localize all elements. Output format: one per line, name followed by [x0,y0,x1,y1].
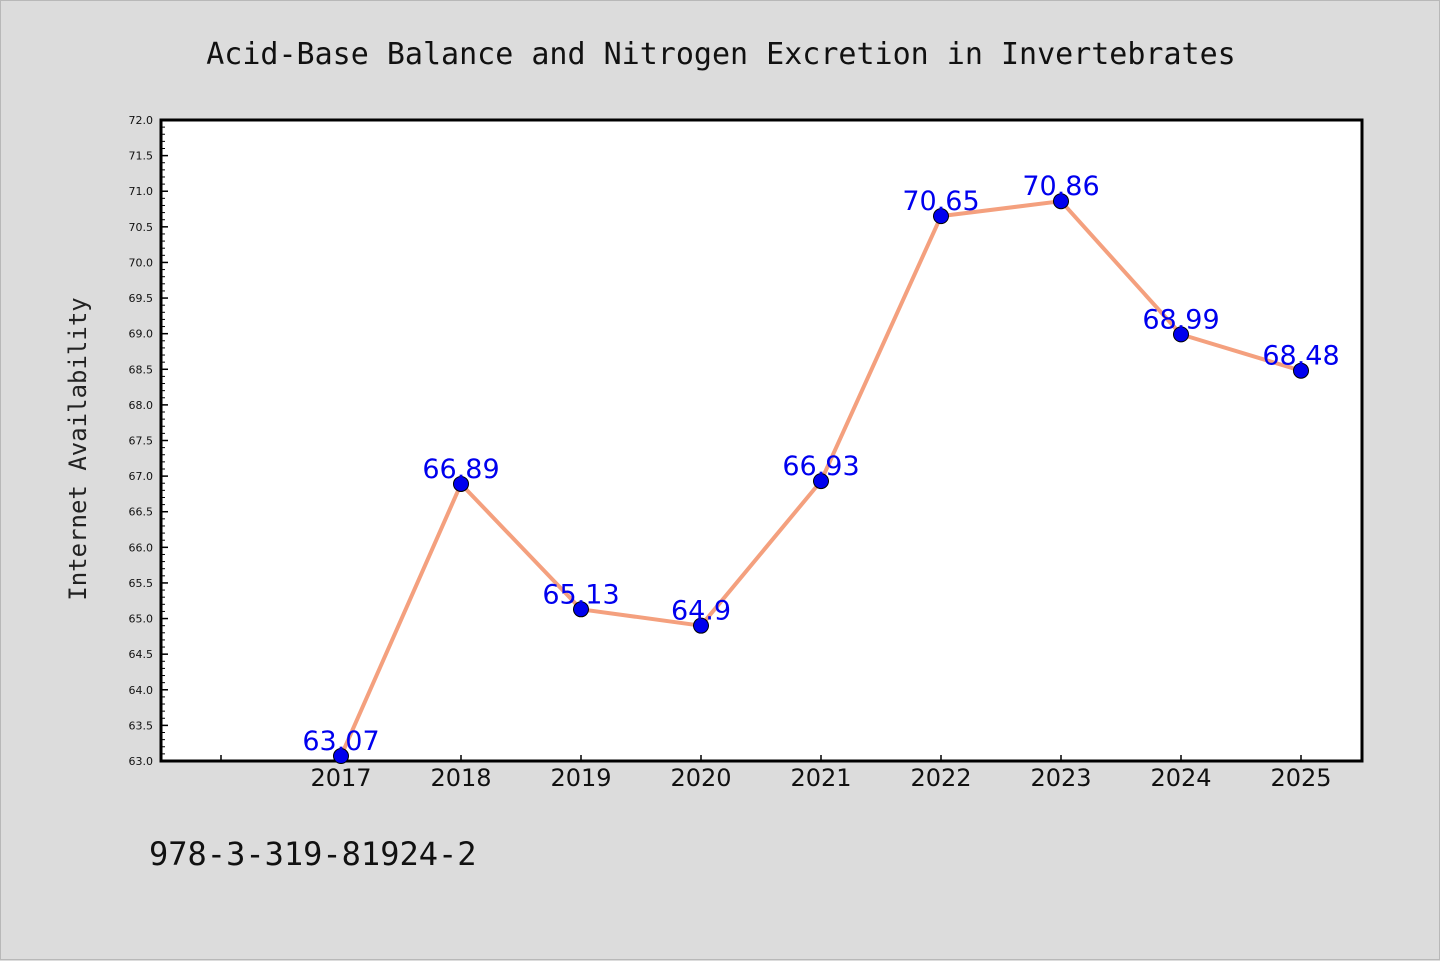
data-point-marker [1293,362,1309,379]
data-value-label: 65.13 [542,579,619,610]
x-axis: 2017 2018 2019 2020 2021 2022 2023 2024 2025 [220,755,1332,792]
x-tick-label: 2017 [310,764,371,792]
data-value-label: 66.93 [782,451,859,482]
x-tick-label: 2020 [670,764,731,792]
y-tick-label: 65.0 [129,613,154,626]
data-point-marker [573,601,589,618]
y-tick-label: 68.5 [129,363,154,376]
data-value-label: 66.89 [422,454,499,485]
y-tick-label: 72.0 [129,114,154,127]
x-tick-label: 2024 [1150,764,1211,792]
x-tick-label: 2021 [790,764,851,792]
x-tick-label: 2022 [910,764,971,792]
data-value-label: 70.65 [902,186,979,217]
y-tick-label: 64.0 [129,684,154,697]
y-tick-label: 67.0 [129,470,154,483]
y-tick-label: 63.5 [129,719,154,732]
y-tick-label: 64.5 [129,648,154,661]
data-point-marker [333,748,349,765]
x-tick-label: 2019 [550,764,611,792]
series-line-group: 63.07 66.89 65.13 64.9 66.93 70.65 70.86 68.99 6… [302,171,1340,765]
data-point-marker [813,473,829,490]
data-point-marker [1173,326,1189,343]
x-tick-label: 2018 [430,764,491,792]
y-tick-label: 66.5 [129,506,154,519]
y-axis-label: Internet Availability [64,297,92,600]
y-tick-label: 68.0 [129,399,154,412]
y-tick-label: 71.5 [129,150,154,163]
y-tick-label: 63.0 [129,755,154,768]
y-tick-label: 70.0 [129,256,154,269]
data-value-label: 68.48 [1262,341,1339,372]
data-value-label: 70.86 [1022,171,1099,202]
y-tick-label: 69.0 [129,328,154,341]
y-tick-label: 65.5 [129,577,154,590]
y-tick-label: 70.5 [129,221,154,234]
data-point-marker [693,617,709,634]
data-value-label: 64.9 [671,596,731,627]
chart-title: Acid-Base Balance and Nitrogen Excretion… [206,37,1236,72]
isbn-footer: 978-3-319-81924-2 [149,835,477,873]
x-tick-label: 2025 [1270,764,1331,792]
y-tick-label: 69.5 [129,292,154,305]
data-value-label: 68.99 [1142,304,1219,335]
data-point-marker [1053,193,1069,210]
x-tick-label: 2023 [1030,764,1091,792]
y-tick-label: 66.0 [129,541,154,554]
data-point-marker [933,208,949,225]
data-value-label: 63.07 [302,726,379,757]
y-tick-label: 71.0 [129,185,154,198]
y-axis: 63.0 63.5 64.0 64.5 65.0 65.5 66.0 66.5 67.0 67.5… [129,114,168,768]
plot-area [159,118,1364,763]
y-tick-label: 67.5 [129,435,154,448]
data-point-marker [453,475,469,492]
